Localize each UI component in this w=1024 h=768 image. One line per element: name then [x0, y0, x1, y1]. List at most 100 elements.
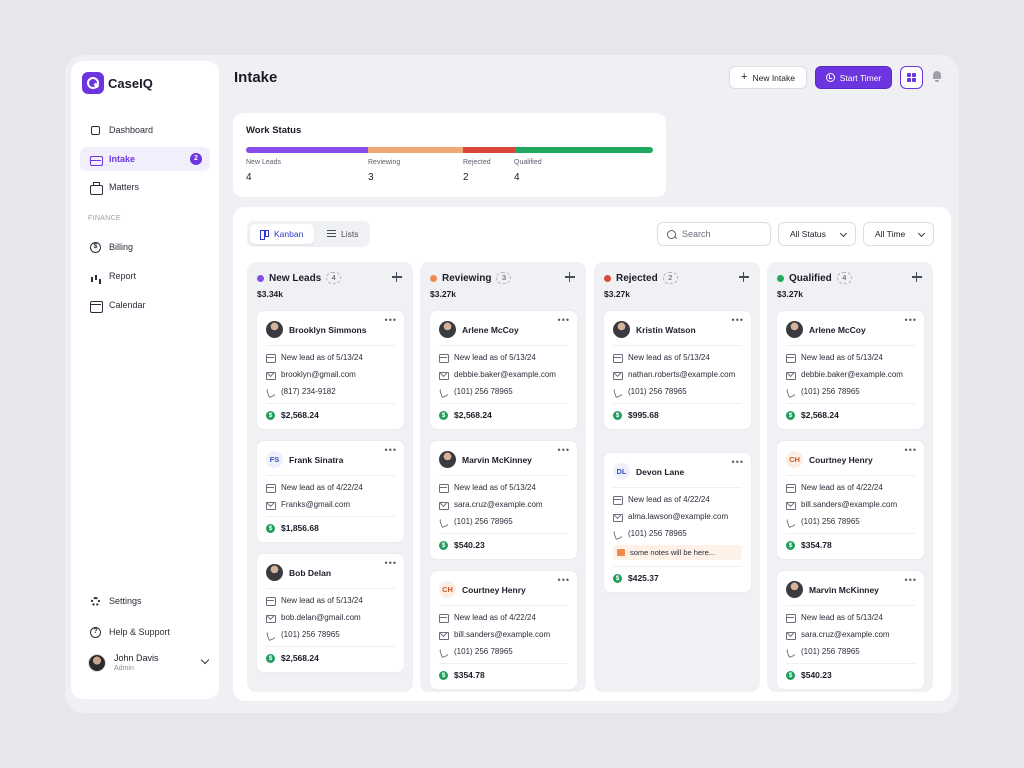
time-filter-value: All Time — [875, 229, 906, 239]
list-icon — [327, 230, 336, 238]
more-options-icon[interactable]: ••• — [557, 575, 570, 585]
more-options-icon[interactable]: ••• — [904, 575, 917, 585]
lead-date: New lead as of 5/13/24 — [777, 612, 924, 623]
dashboard-icon — [90, 125, 101, 136]
lead-email-text: bill.sanders@example.com — [801, 500, 898, 509]
finance-section-label: FINANCE — [88, 215, 121, 222]
card-divider — [266, 588, 395, 589]
sidebar-item-report[interactable]: Report — [80, 264, 210, 288]
lead-card[interactable]: Arlene McCoy ••• New lead as of 5/13/24 deb… — [430, 311, 577, 429]
lead-card[interactable]: CH Courtney Henry ••• New lead as of 4/22/2… — [430, 571, 577, 689]
dollar-icon: $ — [613, 410, 622, 420]
more-options-icon[interactable]: ••• — [384, 445, 397, 455]
card-header: Bob Delan ••• — [257, 554, 404, 582]
more-options-icon[interactable]: ••• — [384, 558, 397, 568]
logo[interactable]: CaseIQ — [82, 72, 153, 94]
more-options-icon[interactable]: ••• — [731, 457, 744, 467]
sidebar-item-calendar[interactable]: Calendar — [80, 293, 210, 317]
sidebar-item-matters[interactable]: Matters — [80, 175, 210, 199]
mail-icon — [613, 370, 623, 380]
lead-phone-text: (101) 256 78965 — [281, 630, 340, 639]
avatar-initials: CH — [439, 581, 456, 598]
lead-card[interactable]: Marvin McKinney ••• New lead as of 5/13/24… — [430, 441, 577, 559]
more-options-icon[interactable]: ••• — [904, 445, 917, 455]
lead-phone: (101) 256 78965 — [430, 646, 577, 657]
chevron-down-icon[interactable] — [200, 655, 210, 665]
status-bar-new-leads — [246, 147, 368, 153]
lead-card[interactable]: CH Courtney Henry ••• New lead as of 4/22/2… — [777, 441, 924, 559]
lead-amount: $ $2,568.24 — [777, 410, 924, 420]
lead-email-text: debbie.baker@example.com — [801, 370, 903, 379]
avatar — [786, 581, 803, 598]
sidebar-item-label: Report — [109, 271, 137, 281]
lead-name: Courtney Henry — [462, 584, 526, 595]
lead-email: sara.cruz@example.com — [777, 629, 924, 640]
help-icon — [90, 626, 101, 638]
sidebar-item-settings[interactable]: Settings — [80, 589, 210, 613]
more-options-icon[interactable]: ••• — [557, 315, 570, 325]
tab-kanban[interactable]: Kanban — [250, 224, 314, 244]
start-timer-button[interactable]: Start Timer — [815, 66, 892, 89]
tab-lists[interactable]: Lists — [317, 224, 367, 244]
add-card-icon[interactable] — [565, 272, 575, 282]
lead-date-text: New lead as of 5/13/24 — [454, 483, 536, 492]
sidebar-item-help-support[interactable]: Help & Support — [80, 620, 210, 644]
more-options-icon[interactable]: ••• — [904, 315, 917, 325]
sidebar-item-label: Intake — [109, 154, 136, 164]
lead-date: New lead as of 4/22/24 — [604, 494, 751, 505]
lead-card[interactable]: Bob Delan ••• New lead as of 5/13/24 bob.de… — [257, 554, 404, 672]
card-padding — [257, 533, 404, 542]
phone-icon — [439, 517, 448, 526]
lead-card[interactable]: FS Frank Sinatra ••• New lead as of 4/22/24… — [257, 441, 404, 542]
lead-amount-value: $995.68 — [628, 410, 659, 420]
user-menu[interactable]: John Davis Admin — [88, 653, 210, 672]
start-timer-label: Start Timer — [839, 72, 882, 83]
lead-card[interactable]: DL Devon Lane ••• New lead as of 4/22/24 alm… — [604, 453, 751, 592]
more-options-icon[interactable]: ••• — [557, 445, 570, 455]
apps-button[interactable] — [900, 66, 923, 89]
lead-email: debbie.baker@example.com — [777, 369, 924, 380]
card-padding — [777, 550, 924, 559]
lead-amount: $ $354.78 — [430, 670, 577, 680]
billing-icon — [90, 241, 101, 253]
lead-phone: (101) 256 78965 — [777, 386, 924, 397]
add-card-icon[interactable] — [392, 272, 402, 282]
lead-amount: $ $540.23 — [430, 540, 577, 550]
status-label: New Leads — [246, 159, 282, 166]
lead-card[interactable]: Marvin McKinney ••• New lead as of 5/13/24… — [777, 571, 924, 689]
more-options-icon[interactable]: ••• — [731, 315, 744, 325]
lead-card[interactable]: Brooklyn Simmons ••• New lead as of 5/13/2… — [257, 311, 404, 429]
dollar-icon: $ — [266, 523, 275, 533]
lead-name: Kristin Watson — [636, 324, 696, 335]
bell-icon[interactable] — [932, 71, 942, 82]
status-dot-icon — [430, 274, 437, 282]
report-icon — [90, 271, 101, 282]
card-padding — [604, 583, 751, 592]
mail-icon — [613, 512, 623, 522]
card-header: Arlene McCoy ••• — [430, 311, 577, 339]
sidebar-item-label: Matters — [109, 182, 140, 192]
add-card-icon[interactable] — [912, 272, 922, 282]
more-options-icon[interactable]: ••• — [384, 315, 397, 325]
time-filter-dropdown[interactable]: All Time — [863, 222, 934, 246]
avatar-initials: FS — [266, 451, 283, 468]
sidebar-item-intake[interactable]: Intake 2 — [80, 147, 210, 171]
lead-name: Brooklyn Simmons — [289, 324, 367, 335]
lead-phone: (101) 256 78965 — [604, 386, 751, 397]
status-filter-dropdown[interactable]: All Status — [778, 222, 856, 246]
phone-icon — [613, 529, 622, 538]
lead-card[interactable]: Arlene McCoy ••• New lead as of 5/13/24 deb… — [777, 311, 924, 429]
kanban-board: Kanban Lists Search All Status All Time … — [233, 207, 951, 701]
card-padding — [430, 420, 577, 429]
new-intake-button[interactable]: + New Intake — [729, 66, 807, 89]
sidebar-item-billing[interactable]: Billing — [80, 235, 210, 259]
search-input[interactable]: Search — [657, 222, 771, 246]
lead-date: New lead as of 5/13/24 — [257, 595, 404, 606]
card-header: Brooklyn Simmons ••• — [257, 311, 404, 339]
work-status-card: Work Status New Leads 4 Reviewing 3 Reje… — [233, 113, 666, 197]
status-dot-icon — [604, 274, 611, 282]
lead-card[interactable]: Kristin Watson ••• New lead as of 5/13/24 n… — [604, 311, 751, 429]
sidebar-item-dashboard[interactable]: Dashboard — [80, 118, 210, 142]
add-card-icon[interactable] — [739, 272, 749, 282]
card-divider — [266, 516, 395, 517]
